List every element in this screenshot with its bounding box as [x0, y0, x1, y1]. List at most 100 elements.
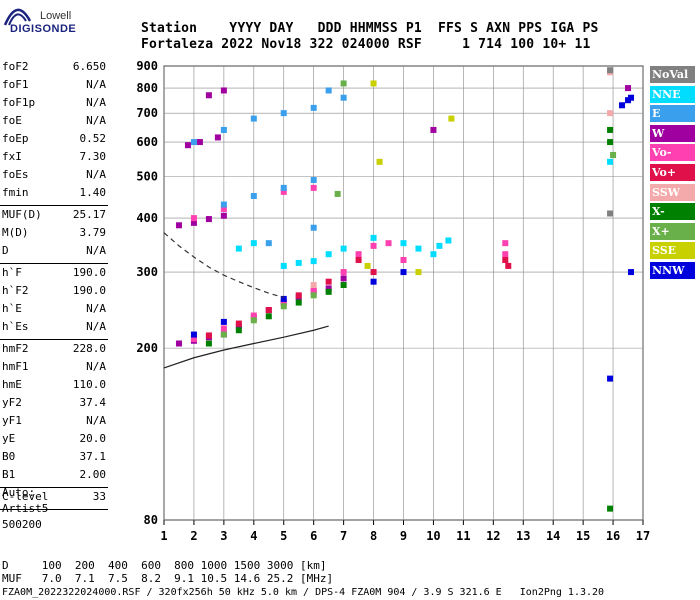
data-point: [310, 258, 317, 265]
param-value: N/A: [86, 78, 106, 91]
param-value: 2.00: [79, 468, 107, 481]
y-tick-label: 600: [136, 135, 158, 149]
x-tick-label: 6: [310, 529, 317, 543]
param-value: N/A: [86, 168, 106, 181]
data-point: [220, 126, 227, 133]
data-point: [325, 278, 332, 285]
data-point: [310, 177, 317, 184]
data-point: [370, 242, 377, 249]
param-key: MUF(D): [2, 208, 42, 221]
data-point: [502, 240, 509, 247]
auto-artist: Artist5: [2, 502, 49, 515]
solid-curve: [163, 325, 329, 369]
dashed-curve: [163, 232, 284, 299]
data-point: [220, 87, 227, 94]
data-point: [220, 205, 227, 212]
data-point: [340, 269, 347, 276]
data-point: [250, 317, 257, 324]
data-point: [325, 288, 332, 295]
data-point: [190, 139, 197, 146]
data-point: [607, 158, 614, 165]
data-point: [355, 251, 362, 258]
param-value: N/A: [86, 360, 106, 373]
param-value: 110.0: [72, 378, 106, 391]
data-point: [265, 307, 272, 314]
data-point: [430, 251, 437, 258]
param-value: N/A: [86, 96, 106, 109]
param-fmin: fmin 1.40: [2, 186, 106, 204]
data-point: [220, 325, 227, 332]
data-point: [280, 262, 287, 269]
data-point: [607, 67, 614, 74]
data-point: [295, 299, 302, 306]
param-key: fmin: [2, 186, 29, 199]
param-key: yF2: [2, 396, 22, 409]
data-point: [415, 269, 422, 276]
data-point: [280, 303, 287, 310]
param-mufd: MUF(D) 25.17: [2, 208, 106, 226]
legend-item-w: W: [650, 124, 695, 142]
param-key: yE: [2, 432, 16, 445]
data-point: [175, 340, 182, 347]
data-point: [325, 285, 332, 292]
data-point: [607, 210, 614, 217]
data-point: [325, 251, 332, 258]
param-key: yF1: [2, 414, 22, 427]
data-point: [220, 331, 227, 338]
data-point: [370, 80, 377, 87]
x-tick-label: 9: [400, 529, 407, 543]
param-value: 0.52: [79, 132, 107, 145]
param-key: h`F2: [2, 284, 29, 297]
footer-file-row: FZA0M_2022322024000.RSF / 320fx256h 50 k…: [2, 587, 605, 598]
data-point: [205, 340, 212, 347]
data-point: [415, 245, 422, 252]
param-foes: foEs N/A: [2, 168, 106, 186]
param-key: h`Es: [2, 320, 29, 333]
legend-item-sse: SSE: [650, 242, 695, 260]
data-point: [295, 259, 302, 266]
data-point: [220, 201, 227, 208]
data-point: [214, 134, 221, 141]
data-point: [430, 126, 437, 133]
x-tick-label: 3: [220, 529, 227, 543]
legend-item-x-: X-: [650, 203, 695, 221]
y-tick-label: 900: [136, 59, 158, 73]
param-value: 190.0: [72, 284, 106, 297]
data-point: [628, 269, 635, 276]
data-point: [607, 110, 614, 117]
data-point: [205, 216, 212, 223]
data-point: [436, 242, 443, 249]
x-tick-label: 2: [190, 529, 197, 543]
param-hf2: h`F2 190.0: [2, 284, 106, 302]
legend-item-noval: NoVal: [650, 66, 695, 83]
param-hf: h`F 190.0: [2, 266, 106, 284]
data-point: [607, 505, 614, 512]
x-tick-label: 5: [280, 529, 287, 543]
x-tick-label: 13: [516, 529, 530, 543]
data-point: [235, 320, 242, 327]
data-point: [175, 222, 182, 229]
data-point: [205, 332, 212, 339]
param-b1: B1 2.00: [2, 468, 106, 486]
data-point: [250, 312, 257, 319]
logo-line2: DIGISONDE: [10, 23, 77, 35]
x-tick-label: 14: [546, 529, 560, 543]
data-point: [400, 269, 407, 276]
data-point: [619, 102, 626, 109]
data-point: [280, 110, 287, 117]
param-key: foEp: [2, 132, 29, 145]
auto-label: Auto:: [2, 486, 36, 499]
data-point: [325, 87, 332, 94]
data-point: [502, 251, 509, 258]
data-point: [205, 92, 212, 99]
param-value: 1.40: [79, 186, 107, 199]
param-key: hmE: [2, 378, 22, 391]
data-point: [280, 188, 287, 195]
param-divider: [0, 509, 108, 510]
data-point: [310, 282, 317, 289]
data-point: [610, 151, 617, 158]
y-tick-label: 200: [136, 341, 158, 355]
param-value: N/A: [86, 302, 106, 315]
param-value: 6.650: [72, 60, 106, 73]
logo-line1: Lowell: [40, 10, 72, 22]
